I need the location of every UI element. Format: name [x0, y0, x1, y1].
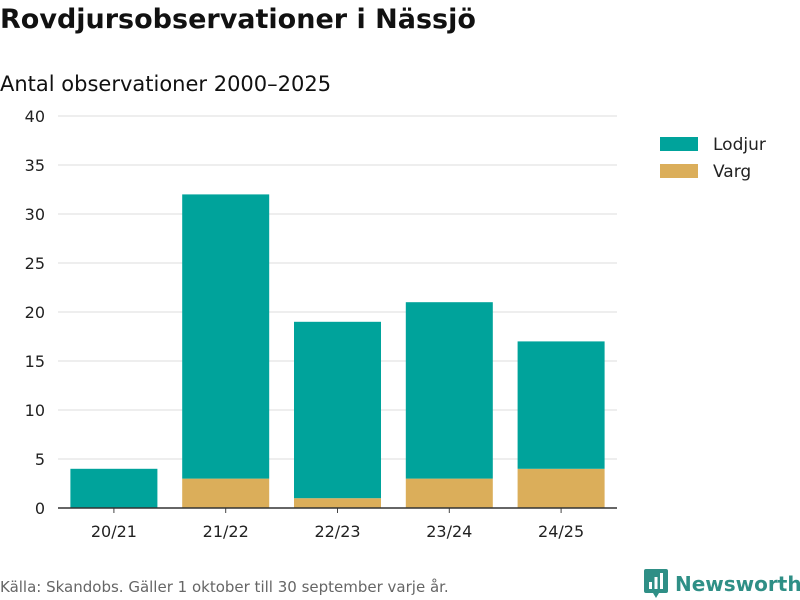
legend-label-lodjur: Lodjur — [713, 135, 766, 155]
source-note: Källa: Skandobs. Gäller 1 oktober till 3… — [0, 578, 449, 596]
x-tick-label-24-25: 24/25 — [538, 522, 584, 541]
y-tick-label-10: 10 — [25, 401, 45, 420]
bar-varg-22-23 — [294, 498, 381, 508]
bar-lodjur-20-21 — [70, 468, 158, 508]
bar-varg-24-25 — [517, 468, 605, 508]
x-tick-label-21-22: 21/22 — [203, 522, 249, 541]
x-tick-label-20-21: 20/21 — [91, 522, 137, 541]
legend-swatch-varg — [660, 164, 698, 178]
bar-varg-21-22 — [182, 478, 270, 508]
chart-subtitle: Antal observationer 2000–2025 — [0, 72, 332, 96]
y-tick-label-35: 35 — [25, 156, 45, 175]
bar-lodjur-24-25 — [517, 341, 605, 469]
legend-label-varg: Varg — [713, 162, 751, 182]
y-tick-label-40: 40 — [25, 107, 45, 126]
bar-lodjur-21-22 — [182, 194, 270, 479]
y-tick-label-30: 30 — [25, 205, 45, 224]
y-tick-label-5: 5 — [35, 450, 45, 469]
y-tick-label-0: 0 — [35, 499, 45, 518]
y-tick-label-15: 15 — [25, 352, 45, 371]
newsworthy-icon — [644, 569, 668, 598]
brand-name: Newsworthy — [675, 572, 800, 596]
x-tick-label-23-24: 23/24 — [426, 522, 472, 541]
y-tick-label-25: 25 — [25, 254, 45, 273]
bar-lodjur-23-24 — [405, 302, 493, 479]
chart-title: Rovdjursobservationer i Nässjö — [0, 4, 476, 35]
y-tick-label-20: 20 — [25, 303, 45, 322]
bar-varg-23-24 — [405, 478, 493, 508]
x-tick-label-22-23: 22/23 — [314, 522, 360, 541]
newsworthy-logo: Newsworthy — [643, 568, 800, 600]
bar-lodjur-22-23 — [294, 321, 381, 499]
legend-swatch-lodjur — [660, 137, 698, 151]
